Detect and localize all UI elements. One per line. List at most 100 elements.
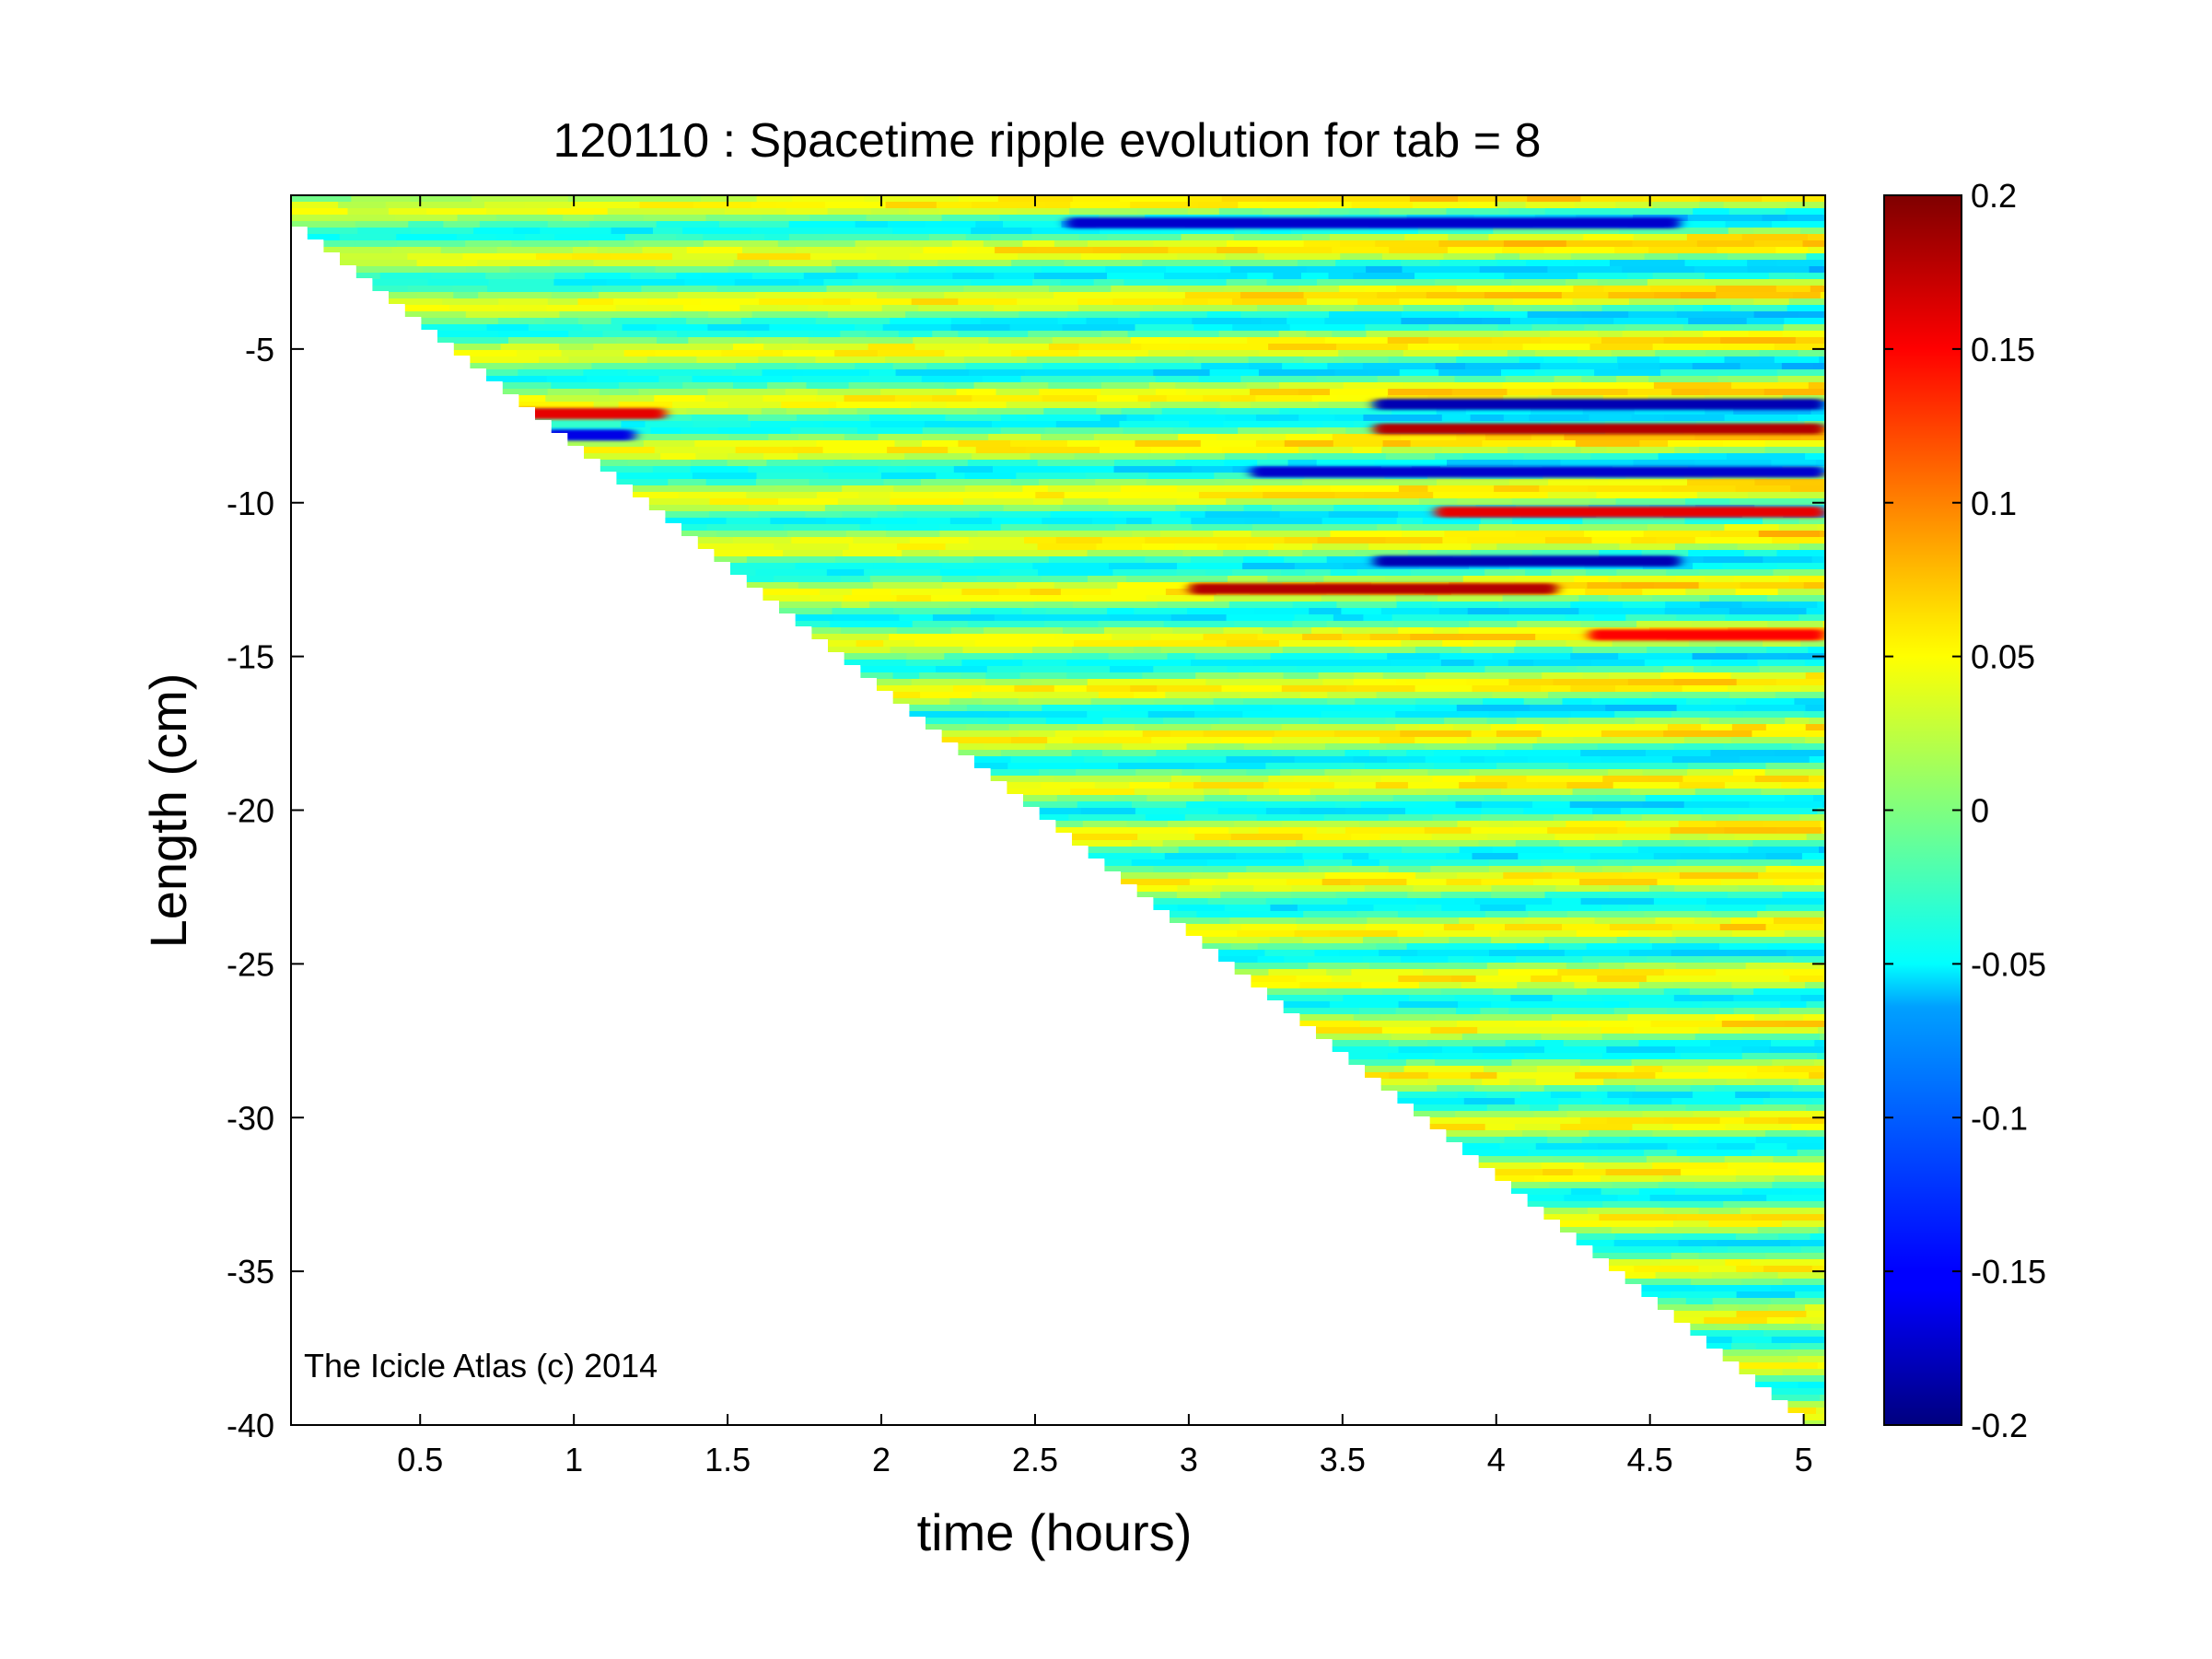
heatmap-cell [1822, 1375, 1825, 1383]
heatmap-cell [1343, 853, 1370, 860]
heatmap-cell [1435, 963, 1462, 970]
heatmap-cell [1617, 827, 1671, 835]
heatmap-cell [1749, 337, 1797, 345]
heatmap-cell [1766, 1317, 1796, 1325]
heatmap-cell [1787, 215, 1825, 222]
heatmap-cell [465, 240, 513, 248]
heatmap-cell [1810, 286, 1825, 293]
heatmap-cell [1010, 440, 1068, 448]
heatmap-cell [809, 479, 885, 486]
heatmap-cell [1505, 1040, 1537, 1047]
heatmap-cell [1221, 801, 1266, 809]
heatmap-cell [932, 395, 973, 403]
heatmap-cell [1470, 415, 1505, 422]
heatmap-cell [1454, 995, 1512, 1002]
heatmap-cell [1765, 924, 1825, 931]
heatmap-cell [1388, 866, 1432, 873]
heatmap-cell [1237, 930, 1296, 938]
heatmap-cell [832, 260, 891, 267]
heatmap-cell [1214, 473, 1270, 480]
heatmap-cell [928, 234, 967, 241]
heatmap-cell [1007, 789, 1072, 796]
heatmap-cell [828, 408, 858, 415]
heatmap-cell [1242, 563, 1296, 570]
heatmap-cell [1126, 827, 1189, 835]
heatmap-cell [1572, 647, 1648, 654]
heatmap-cell [767, 382, 808, 390]
heatmap-cell [1007, 782, 1042, 789]
heatmap-cell [755, 569, 828, 577]
heatmap-cell [1088, 240, 1155, 248]
heatmap-cell [1123, 279, 1200, 286]
heatmap-cell [1678, 821, 1717, 828]
heatmap-cell [1652, 344, 1725, 351]
heatmap-cell [936, 666, 988, 673]
heatmap-cell [1538, 395, 1604, 403]
heatmap-cell [1319, 718, 1387, 725]
heatmap-cell [1339, 866, 1390, 873]
heatmap-cell [1685, 498, 1731, 506]
heatmap-cell [1351, 202, 1414, 209]
heatmap-cell [1341, 608, 1382, 615]
heatmap-cell [1813, 795, 1825, 802]
heatmap-cell [1134, 692, 1167, 699]
heatmap-cell [751, 376, 794, 383]
heatmap-cell [908, 208, 940, 216]
heatmap-cell [764, 234, 790, 241]
heatmap-cell [1000, 415, 1028, 422]
heatmap-cell [995, 247, 1038, 254]
heatmap-cell [1118, 763, 1196, 770]
heatmap-cell [600, 460, 629, 467]
heatmap-cell [1574, 260, 1611, 267]
heatmap-cell [1735, 705, 1807, 712]
heatmap-cell [686, 318, 742, 325]
heatmap-cell [1292, 621, 1328, 628]
heatmap-cell [1776, 550, 1825, 557]
y-tick-label: -5 [245, 331, 274, 368]
heatmap-cell [909, 253, 946, 261]
heatmap-cell [1382, 440, 1412, 448]
heatmap-cell [923, 434, 951, 441]
heatmap-cell [1441, 415, 1472, 422]
colorbar-tick-label: -0.15 [1971, 1253, 2046, 1291]
heatmap-cell [571, 202, 641, 209]
heatmap-cell [777, 305, 809, 312]
heatmap-cell [1366, 331, 1443, 338]
heatmap-cell [1096, 543, 1144, 551]
heatmap-cell [1625, 614, 1678, 622]
heatmap-cell [1375, 782, 1409, 789]
heatmap-cell [1638, 1040, 1712, 1047]
heatmap-cell [1614, 247, 1650, 254]
heatmap-cell [1289, 324, 1367, 332]
heatmap-cell [708, 311, 753, 319]
heatmap-cell [841, 627, 898, 635]
heatmap-cell [1613, 1008, 1668, 1015]
heatmap-cell [1741, 1279, 1784, 1286]
heatmap-cell [1267, 995, 1345, 1002]
heatmap-cell [1716, 292, 1794, 299]
heatmap-cell [1389, 1040, 1428, 1047]
heatmap-cell [1348, 1059, 1407, 1067]
heatmap-cell [683, 305, 741, 312]
heatmap-cell [1112, 511, 1182, 519]
heatmap-cell [993, 466, 1071, 473]
heatmap-cell [1343, 627, 1368, 635]
heatmap-cell [1776, 369, 1825, 377]
heatmap-cell [1194, 576, 1228, 583]
heatmap-cell [1772, 537, 1825, 544]
heatmap-cell [1771, 1337, 1825, 1344]
heatmap-cell [1401, 311, 1460, 319]
heatmap-cell [1387, 337, 1430, 345]
heatmap-cell [1800, 640, 1825, 648]
heatmap-cell [1709, 718, 1787, 725]
heatmap-cell [1271, 505, 1335, 512]
heatmap-cell [872, 582, 944, 590]
heatmap-cell [584, 447, 656, 454]
heatmap-cell [1203, 395, 1232, 403]
heatmap-cell [1570, 653, 1620, 660]
heatmap-cell [988, 337, 1054, 345]
heatmap-cell [1674, 885, 1740, 893]
heatmap-cell [1561, 1001, 1606, 1009]
heatmap-cell [731, 369, 763, 377]
heatmap-cell [1333, 730, 1402, 738]
